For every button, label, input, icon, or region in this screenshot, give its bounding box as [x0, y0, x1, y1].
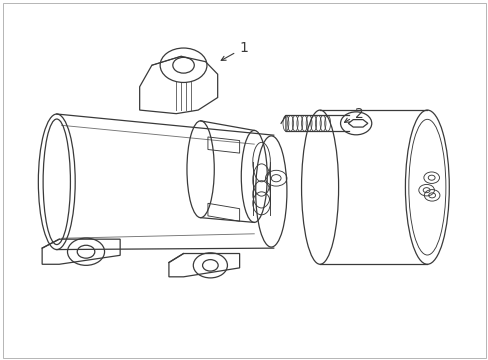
Text: 1: 1 [221, 41, 247, 60]
Text: 2: 2 [344, 107, 363, 122]
